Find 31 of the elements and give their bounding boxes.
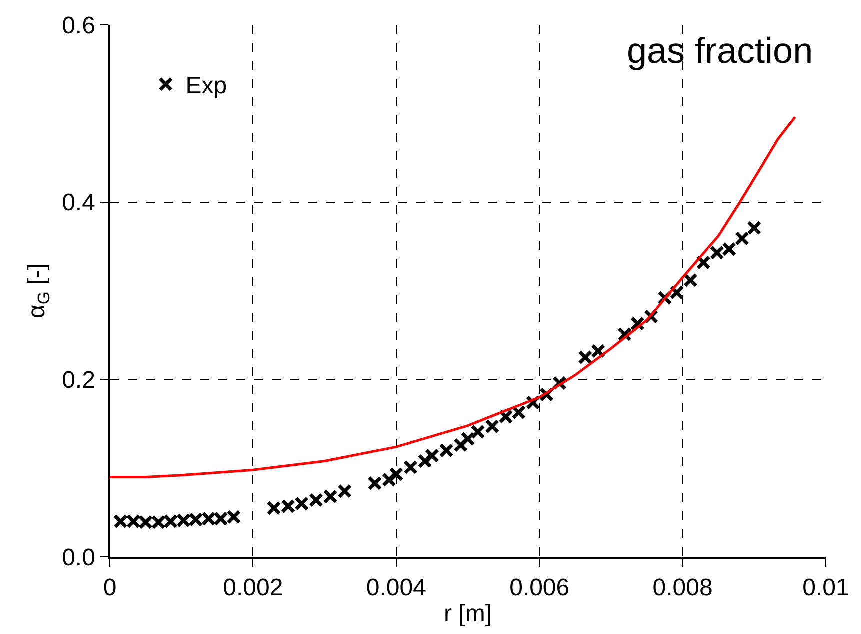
point bbox=[618, 327, 632, 342]
x-tick-label: 0.006 bbox=[510, 574, 570, 602]
annotation: gas fraction bbox=[627, 30, 814, 71]
point bbox=[470, 424, 486, 440]
point bbox=[454, 438, 468, 453]
point bbox=[683, 273, 698, 288]
point bbox=[338, 484, 352, 499]
point bbox=[591, 344, 606, 359]
x-tick-label: 0.01 bbox=[802, 574, 850, 602]
point bbox=[418, 454, 432, 468]
legend-label: Exp bbox=[186, 72, 228, 100]
y-tick-label: 0.0 bbox=[62, 544, 96, 572]
y-tick-label: 0.2 bbox=[62, 367, 96, 394]
x-tick-label: 0.002 bbox=[223, 574, 284, 602]
point bbox=[460, 432, 476, 446]
point bbox=[747, 220, 762, 236]
point bbox=[389, 467, 404, 482]
point bbox=[578, 350, 593, 365]
x-axis-title: r [m] bbox=[444, 600, 492, 628]
point bbox=[630, 316, 645, 332]
line-series bbox=[110, 116, 796, 478]
y-tick-label: 0.6 bbox=[62, 12, 96, 40]
x-tick-label: 0.004 bbox=[366, 574, 426, 602]
y-tick-label: 0.4 bbox=[62, 190, 96, 217]
x-tick-label: 0 bbox=[103, 574, 117, 602]
point bbox=[734, 231, 750, 246]
point bbox=[424, 448, 440, 464]
point bbox=[485, 419, 500, 434]
point bbox=[439, 443, 454, 458]
point bbox=[403, 460, 418, 475]
x-tick-label: 0.008 bbox=[652, 574, 713, 602]
